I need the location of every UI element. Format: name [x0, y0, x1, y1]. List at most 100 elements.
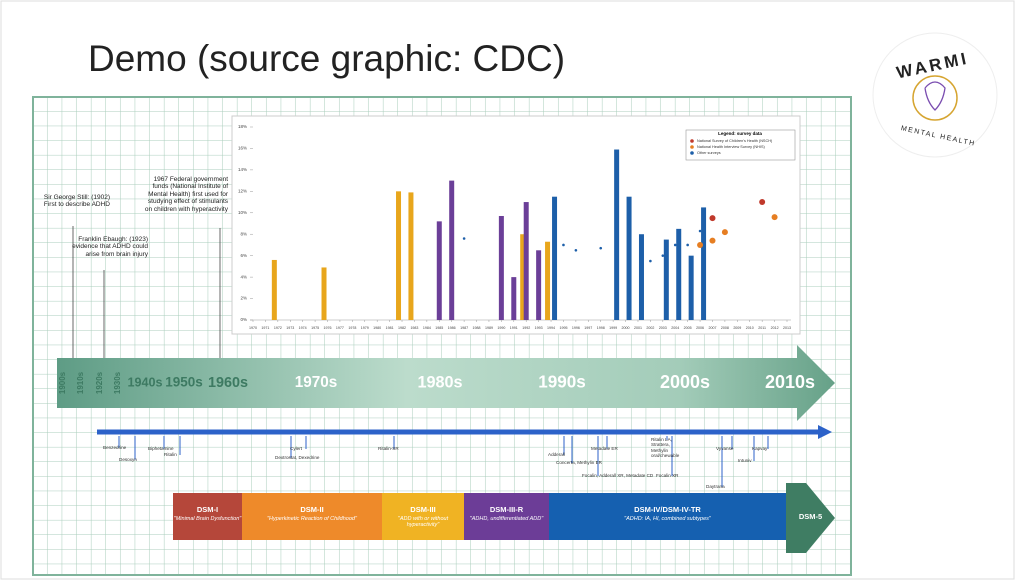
- dsm-stage: DSM-III-R "ADHD, undifferentiated ADD": [464, 505, 549, 522]
- decade-label: 1960s: [208, 375, 248, 391]
- dsm-segment: [242, 493, 382, 540]
- x-tick-label: 2002: [646, 326, 654, 330]
- x-tick-label: 2003: [659, 326, 667, 330]
- x-tick-label: 2008: [721, 326, 729, 330]
- drug-label: Ritalin-SR: [378, 446, 399, 451]
- x-tick-label: 1986: [448, 326, 456, 330]
- dsm-note: "ADD with or without hyperactivity": [397, 516, 449, 528]
- legend-box: [685, 129, 796, 161]
- legend-label: National Health Interview Survey (NHIS): [697, 145, 765, 149]
- x-tick-label: 1970: [249, 326, 257, 330]
- x-tick-label: 1985: [435, 326, 443, 330]
- annotation: Franklin Ebaugh: (1923) evidence that AD…: [72, 236, 148, 258]
- drug-label: Dextrostat, Dexedrine: [275, 455, 320, 460]
- x-tick-label: 2013: [783, 326, 791, 330]
- dsm-segment: [464, 493, 549, 540]
- point: [673, 243, 677, 247]
- bar: [511, 277, 517, 320]
- point: [721, 229, 728, 236]
- legend-marker: [690, 145, 694, 149]
- dsm-note: "Minimal Brain Dysfunction": [173, 516, 242, 522]
- x-tick-label: 1979: [361, 326, 369, 330]
- dsm-5-arrow: [786, 483, 835, 553]
- decade-label: 1940s: [127, 375, 162, 389]
- decade-label: 1930s: [113, 371, 122, 394]
- dsm-stage: DSM-III "ADD with or without hyperactivit…: [382, 505, 464, 528]
- point: [698, 229, 702, 233]
- drug-label: Kapvay: [752, 446, 768, 451]
- logo-mark: [912, 75, 958, 121]
- x-tick-label: 2009: [733, 326, 741, 330]
- bar: [614, 149, 620, 320]
- bar: [271, 259, 277, 320]
- point: [771, 214, 778, 221]
- x-tick-label: 1983: [410, 326, 418, 330]
- x-tick-label: 1971: [261, 326, 269, 330]
- dsm-stage: DSM-I "Minimal Brain Dysfunction": [173, 505, 242, 522]
- slide-title: Demo (source graphic: CDC): [88, 38, 566, 79]
- dsm-name: DSM-II: [300, 505, 324, 514]
- drug-label: Biphetamine: [148, 446, 174, 451]
- drug-label: Ritalin: [164, 452, 177, 457]
- x-tick-label: 1977: [336, 326, 344, 330]
- y-tick-label: 0%: [240, 317, 247, 322]
- dsm-name: DSM-III: [410, 505, 436, 514]
- dsm-note: "ADHD: IA, HI, combined subtypes": [624, 516, 711, 522]
- legend-label: Other surveys: [697, 151, 721, 155]
- bar: [688, 255, 694, 320]
- decade-label: 2010s: [765, 372, 815, 392]
- dsm-stage: DSM-IV/DSM-IV-TR "ADHD: IA, HI, combined …: [549, 505, 786, 522]
- dsm-name: DSM-III-R: [489, 505, 524, 514]
- drug-arrow: [818, 425, 832, 439]
- dsm-name: DSM-IV/DSM-IV-TR: [634, 505, 701, 514]
- y-tick-label: 4%: [240, 274, 247, 279]
- x-tick-label: 1976: [324, 326, 332, 330]
- point: [709, 215, 716, 222]
- x-tick-label: 2007: [708, 326, 716, 330]
- x-tick-label: 1980: [373, 326, 381, 330]
- x-tick-label: 1988: [473, 326, 481, 330]
- bar: [676, 228, 682, 320]
- bar: [663, 239, 669, 320]
- drug-label: Daytrana: [706, 484, 725, 489]
- logo: [872, 32, 998, 158]
- drug-label: Focalin XR: [656, 473, 679, 478]
- dsm-stage: DSM-II "Hyperkinetic Reaction of Childhoo…: [242, 505, 382, 522]
- dsm-segment: [549, 493, 786, 540]
- legend-marker: [690, 151, 694, 155]
- point: [661, 254, 665, 257]
- bar: [626, 196, 632, 320]
- x-tick-label: 1992: [522, 326, 530, 330]
- decade-label: 1990s: [538, 373, 586, 392]
- x-tick-label: 1981: [386, 326, 394, 330]
- dsm-stage: DSM-5: [786, 512, 835, 521]
- x-tick-label: 1989: [485, 326, 493, 330]
- point: [462, 237, 466, 240]
- point: [649, 259, 652, 263]
- x-tick-label: 1993: [535, 326, 543, 330]
- drug-label: Ritalin LA, Strattera, Methylin oral/che…: [651, 437, 680, 458]
- bar: [396, 191, 402, 320]
- x-tick-label: 1984: [423, 326, 431, 330]
- dsm-name: DSM-5: [798, 512, 823, 521]
- x-tick-label: 1975: [311, 326, 319, 330]
- drug-label: Metadate ER: [591, 446, 618, 451]
- x-tick-label: 2010: [746, 326, 754, 330]
- bar: [520, 234, 526, 320]
- x-tick-label: 2012: [771, 326, 779, 330]
- x-tick-label: 2004: [671, 326, 679, 330]
- dsm-note: "Hyperkinetic Reaction of Childhood": [267, 516, 357, 522]
- bar: [701, 207, 707, 320]
- x-tick-label: 1999: [609, 326, 617, 330]
- dsm-segment: [173, 493, 242, 540]
- decade-label: 1970s: [295, 374, 338, 391]
- drug-label: Benzedrine: [103, 445, 127, 450]
- x-tick-label: 1996: [572, 326, 580, 330]
- bar: [436, 221, 442, 320]
- x-tick-label: 1974: [299, 326, 307, 330]
- x-tick-label: 1978: [348, 326, 356, 330]
- bar: [408, 192, 414, 320]
- bar: [498, 215, 504, 320]
- x-tick-label: 2011: [758, 326, 766, 330]
